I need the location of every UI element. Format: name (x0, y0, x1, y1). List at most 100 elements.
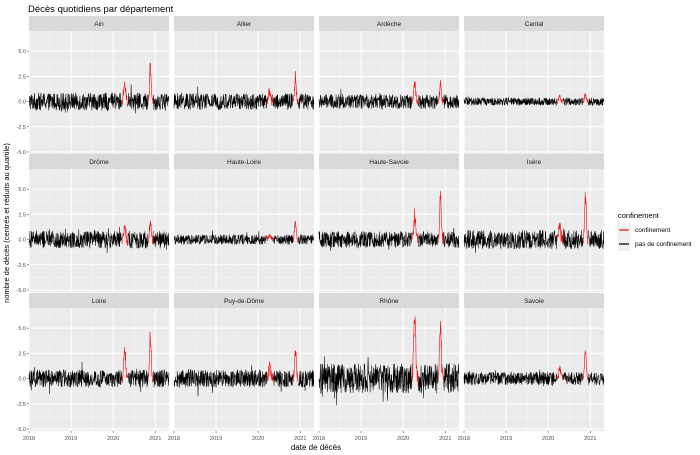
series-line-confinement (582, 350, 589, 381)
facet-strip (464, 16, 604, 31)
facet-panel: Drôme -5.0 -2.5 0.0 2.5 5.0 (17, 154, 170, 294)
series-line-pas-de-confinement (173, 230, 267, 245)
series-line-confinement (121, 81, 129, 107)
y-tick-label: -2.5 (17, 263, 26, 269)
series-line-pas-de-confinement (153, 230, 170, 250)
series-line-pas-de-confinement (443, 94, 460, 109)
series-line-pas-de-confinement (128, 368, 149, 392)
series-line-pas-de-confinement (418, 231, 439, 248)
facet-strip-label: Loire (92, 298, 107, 305)
facet-strip-label: Isère (527, 159, 542, 166)
series-line-pas-de-confinement (28, 226, 122, 254)
series-line-pas-de-confinement (418, 364, 439, 399)
y-tick-label: -2.5 (17, 402, 26, 408)
series-line-confinement (121, 347, 129, 383)
facet-strip (464, 154, 604, 169)
facet-strip (319, 293, 459, 308)
x-tick-label: 2020 (542, 436, 554, 442)
series-line-pas-de-confinement (418, 94, 439, 109)
series-line-confinement (292, 220, 299, 243)
series-line-pas-de-confinement (563, 97, 584, 107)
y-tick-label: 5.0 (18, 326, 26, 332)
series-line-pas-de-confinement (318, 231, 412, 251)
series-line-pas-de-confinement (563, 228, 584, 249)
legend: confinement confinement pas de confineme… (617, 211, 692, 251)
series-line-pas-de-confinement (153, 93, 170, 111)
series-line-confinement (266, 87, 274, 106)
series-line-pas-de-confinement (273, 234, 294, 245)
y-axis-title: nombre de décès (centrés et réduits au q… (2, 143, 11, 303)
facet-strip-label: Haute-Loire (227, 159, 261, 166)
y-tick-label: 0.0 (18, 377, 26, 383)
series-line-confinement (582, 93, 589, 103)
series-line-pas-de-confinement (173, 364, 267, 397)
x-tick-label: 2019 (500, 436, 512, 442)
y-tick-label: 2.5 (18, 351, 26, 357)
facet-panel: Puy-de-Dôme 2018 2019 2020 2021 (168, 293, 315, 442)
series-line-pas-de-confinement (273, 370, 294, 392)
facet-strip (464, 293, 604, 308)
chart-title: Décès quotidiens par département (28, 4, 174, 15)
facet-strip (29, 16, 169, 31)
facet-strip-label: Allier (237, 21, 252, 28)
series-line-confinement (411, 208, 419, 243)
series-line-pas-de-confinement (28, 92, 122, 113)
facet-strip (29, 154, 169, 169)
series-line-confinement (437, 79, 444, 105)
series-line-pas-de-confinement (128, 84, 149, 114)
y-tick-label: 5.0 (18, 187, 26, 193)
series-line-pas-de-confinement (588, 97, 605, 107)
y-tick-label: -5.0 (17, 288, 26, 294)
facet-panel: Loire -5.0 -2.5 0.0 2.5 5.0 2018 2019 2020 2021 (17, 293, 170, 442)
x-tick-label: 2019 (210, 436, 222, 442)
x-tick-label: 2020 (252, 436, 264, 442)
series-line-confinement (582, 192, 589, 245)
series-line-pas-de-confinement (298, 369, 315, 391)
x-tick-label: 2018 (23, 436, 35, 442)
facet-strip-label: Haute-Savoie (369, 159, 409, 166)
facet-strip-label: Rhône (379, 298, 399, 305)
series-line-confinement (556, 222, 564, 245)
x-tick-label: 2021 (584, 436, 596, 442)
facet-panel: Cantal (463, 16, 605, 154)
series-line-confinement (411, 316, 419, 387)
facet-panel: Isère (463, 154, 605, 292)
series-line-confinement (292, 350, 299, 383)
series-line-pas-de-confinement (153, 369, 170, 388)
series-line-pas-de-confinement (28, 361, 122, 395)
y-tick-label: 0.0 (18, 238, 26, 244)
series-line-pas-de-confinement (128, 230, 149, 249)
facet-panel: Haute-Loire (173, 154, 315, 292)
facet-strip (319, 16, 459, 31)
facet-strip-label: Ardèche (377, 21, 402, 28)
facet-panel: Ardèche (318, 16, 460, 154)
series-line-pas-de-confinement (298, 93, 315, 110)
series-line-confinement (147, 220, 154, 245)
legend-title: confinement (618, 211, 660, 220)
facet-panel: Rhône 2018 2019 2020 2021 (313, 293, 460, 442)
facet-panel: Allier (173, 16, 315, 154)
legend-label-confinement: confinement (635, 227, 671, 234)
facet-strip-label: Drôme (89, 159, 109, 166)
facet-strip (174, 293, 314, 308)
series-line-pas-de-confinement (463, 369, 557, 387)
x-axis-title: date de décès (291, 443, 341, 452)
series-line-pas-de-confinement (318, 88, 412, 110)
series-line-pas-de-confinement (588, 230, 605, 250)
x-tick-label: 2018 (458, 436, 470, 442)
x-tick-label: 2019 (65, 436, 77, 442)
facet-strip-label: Cantal (525, 21, 544, 28)
x-tick-label: 2018 (168, 436, 180, 442)
y-tick-label: -2.5 (17, 125, 26, 131)
facet-strip-label: Ain (94, 21, 104, 28)
facet-strip-label: Puy-de-Dôme (224, 298, 264, 305)
series-line-confinement (292, 71, 299, 106)
panels-layer: Ain -5.0 -2.5 0.0 2.5 5.0 Allier Ardèche Cantal D… (17, 16, 605, 442)
series-line-pas-de-confinement (563, 371, 584, 386)
series-line-pas-de-confinement (463, 96, 557, 106)
y-tick-label: -5.0 (17, 427, 26, 433)
series-line-confinement (556, 94, 564, 105)
x-tick-label: 2018 (313, 436, 325, 442)
facet-panel: Savoie 2018 2019 2020 2021 (458, 293, 605, 442)
